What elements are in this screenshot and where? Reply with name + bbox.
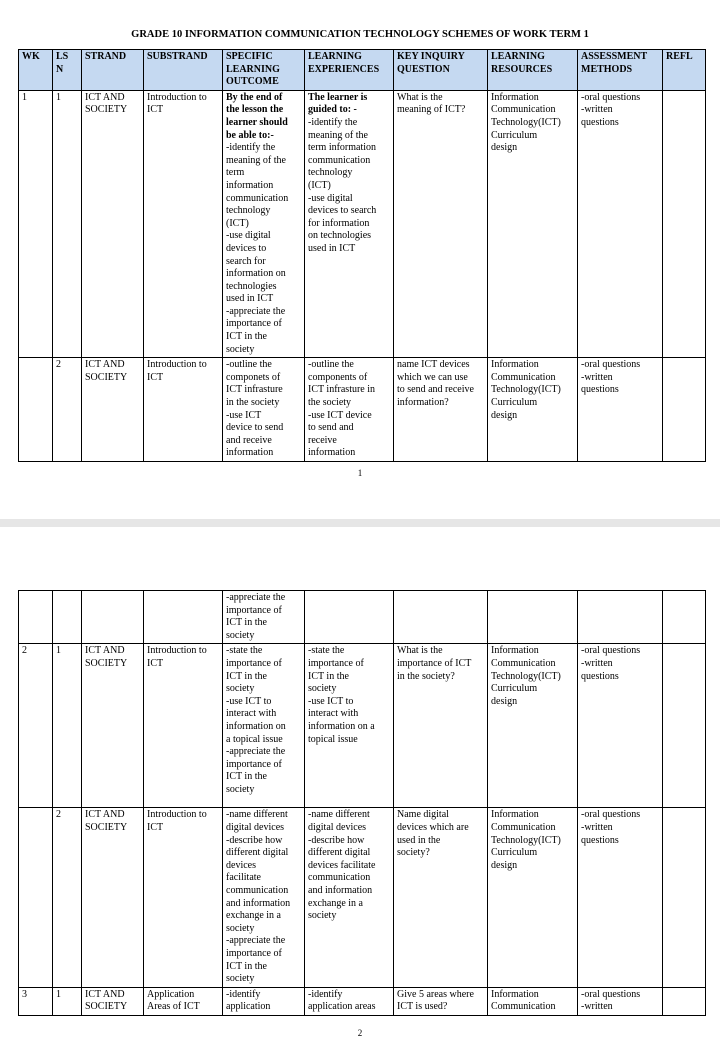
column-header-reflection: REFL — [662, 49, 706, 91]
cell-specific-learning-outcome: -identify application — [222, 986, 305, 1016]
cell-assessment-methods: -oral questions -written questions — [577, 357, 663, 462]
cell-assessment-methods: -oral questions -written — [577, 986, 663, 1016]
cell-key-inquiry-question: What is the importance of ICT in the soc… — [393, 643, 488, 809]
cell-text: -identify the meaning of the term inform… — [308, 116, 377, 254]
cell-learning-experiences: -outline the components of ICT infrastur… — [304, 357, 394, 462]
cell-substrand — [143, 589, 223, 645]
table-row: 2 ICT AND SOCIETY Introduction to ICT -name… — [18, 807, 706, 988]
column-header-strand: STRAND — [81, 49, 144, 91]
cell-specific-learning-outcome: -name different digital devices -describ… — [222, 807, 305, 988]
cell-strand: ICT AND SOCIETY — [81, 357, 144, 462]
cell-lsn: 1 — [52, 986, 82, 1016]
page-number: 1 — [357, 468, 363, 478]
cell-substrand: Introduction to ICT — [143, 89, 223, 359]
table-row: 1 1 ICT AND SOCIETY Introduction to ICT By t… — [18, 89, 706, 359]
cell-substrand: Introduction to ICT — [143, 357, 223, 462]
cell-wk: 1 — [18, 89, 53, 359]
page-separator — [0, 519, 720, 527]
cell-learning-resources: Information Communication Technology(ICT… — [487, 357, 578, 462]
cell-reflection — [662, 357, 706, 462]
cell-specific-learning-outcome: -state the importance of ICT in the soci… — [222, 643, 305, 809]
column-header-wk: WK — [18, 49, 53, 91]
table-row: 2 1 ICT AND SOCIETY Introduction to ICT -sta… — [18, 643, 706, 809]
cell-specific-learning-outcome: By the end of the lesson the learner sho… — [222, 89, 305, 359]
column-header-specific-learning-outcome: SPECIFIC LEARNING OUTCOME — [222, 49, 305, 91]
column-header-key-inquiry-question: KEY INQUIRY QUESTION — [393, 49, 488, 91]
cell-key-inquiry-question — [393, 589, 488, 645]
cell-key-inquiry-question: What is the meaning of ICT? — [393, 89, 488, 359]
cell-text: -identify the meaning of the term inform… — [226, 142, 289, 355]
cell-reflection — [662, 643, 706, 809]
cell-intro: By the end of the lesson the learner sho… — [226, 91, 288, 141]
column-header-learning-resources: LEARNING RESOURCES — [487, 49, 578, 91]
document-title: GRADE 10 INFORMATION COMMUNICATION TECHN… — [131, 29, 589, 40]
cell-wk — [18, 357, 53, 462]
cell-key-inquiry-question: Give 5 areas where ICT is used? — [393, 986, 488, 1016]
cell-specific-learning-outcome: -outline the componets of ICT infrasture… — [222, 357, 305, 462]
table-row: -appreciate the importance of ICT in the… — [18, 589, 706, 645]
cell-wk — [18, 807, 53, 988]
cell-learning-resources: Information Communication Technology(ICT… — [487, 643, 578, 809]
cell-reflection — [662, 89, 706, 359]
cell-learning-experiences: -identify application areas — [304, 986, 394, 1016]
column-header-substrand: SUBSTRAND — [143, 49, 223, 91]
header-row: WK LS N STRAND SUBSTRAND SPECIFIC LEARNING O… — [18, 49, 706, 91]
page-number: 2 — [357, 1028, 363, 1038]
cell-strand — [81, 589, 144, 645]
cell-assessment-methods: -oral questions -written questions — [577, 89, 663, 359]
cell-substrand: Introduction to ICT — [143, 643, 223, 809]
cell-specific-learning-outcome: -appreciate the importance of ICT in the… — [222, 589, 305, 645]
cell-assessment-methods: -oral questions -written questions — [577, 643, 663, 809]
schemes-table-page-2: -appreciate the importance of ICT in the… — [18, 589, 706, 1016]
cell-assessment-methods — [577, 589, 663, 645]
table-row: 2 ICT AND SOCIETY Introduction to ICT -outl… — [18, 357, 706, 462]
cell-lsn: 1 — [52, 643, 82, 809]
cell-strand: ICT AND SOCIETY — [81, 986, 144, 1016]
cell-substrand: Introduction to ICT — [143, 807, 223, 988]
cell-reflection — [662, 589, 706, 645]
table-row: 3 1 ICT AND SOCIETY Application Areas of IC… — [18, 986, 706, 1016]
cell-wk: 3 — [18, 986, 53, 1016]
cell-substrand: Application Areas of ICT — [143, 986, 223, 1016]
cell-reflection — [662, 807, 706, 988]
cell-key-inquiry-question: Name digital devices which are used in t… — [393, 807, 488, 988]
cell-wk — [18, 589, 53, 645]
cell-lsn: 2 — [52, 807, 82, 988]
cell-wk: 2 — [18, 643, 53, 809]
cell-lsn: 1 — [52, 89, 82, 359]
cell-learning-resources: Information Communication Technology(ICT… — [487, 807, 578, 988]
cell-intro: The learner is guided to: - — [308, 91, 368, 116]
cell-lsn: 2 — [52, 357, 82, 462]
column-header-lsn: LS N — [52, 49, 82, 91]
cell-assessment-methods: -oral questions -written questions — [577, 807, 663, 988]
cell-key-inquiry-question: name ICT devices which we can use to sen… — [393, 357, 488, 462]
cell-learning-resources — [487, 589, 578, 645]
column-header-learning-experiences: LEARNING EXPERIENCES — [304, 49, 394, 91]
cell-reflection — [662, 986, 706, 1016]
cell-learning-experiences — [304, 589, 394, 645]
schemes-table-page-1: WK LS N STRAND SUBSTRAND SPECIFIC LEARNING O… — [18, 49, 706, 462]
cell-learning-resources: Information Communication Technology(ICT… — [487, 89, 578, 359]
cell-learning-experiences: -name different digital devices -describ… — [304, 807, 394, 988]
cell-strand: ICT AND SOCIETY — [81, 643, 144, 809]
cell-strand: ICT AND SOCIETY — [81, 89, 144, 359]
cell-strand: ICT AND SOCIETY — [81, 807, 144, 988]
cell-lsn — [52, 589, 82, 645]
cell-learning-experiences: -state the importance of ICT in the soci… — [304, 643, 394, 809]
cell-learning-resources: Information Communication — [487, 986, 578, 1016]
column-header-assessment-methods: ASSESSMENT METHODS — [577, 49, 663, 91]
cell-learning-experiences: The learner is guided to: - -identify th… — [304, 89, 394, 359]
